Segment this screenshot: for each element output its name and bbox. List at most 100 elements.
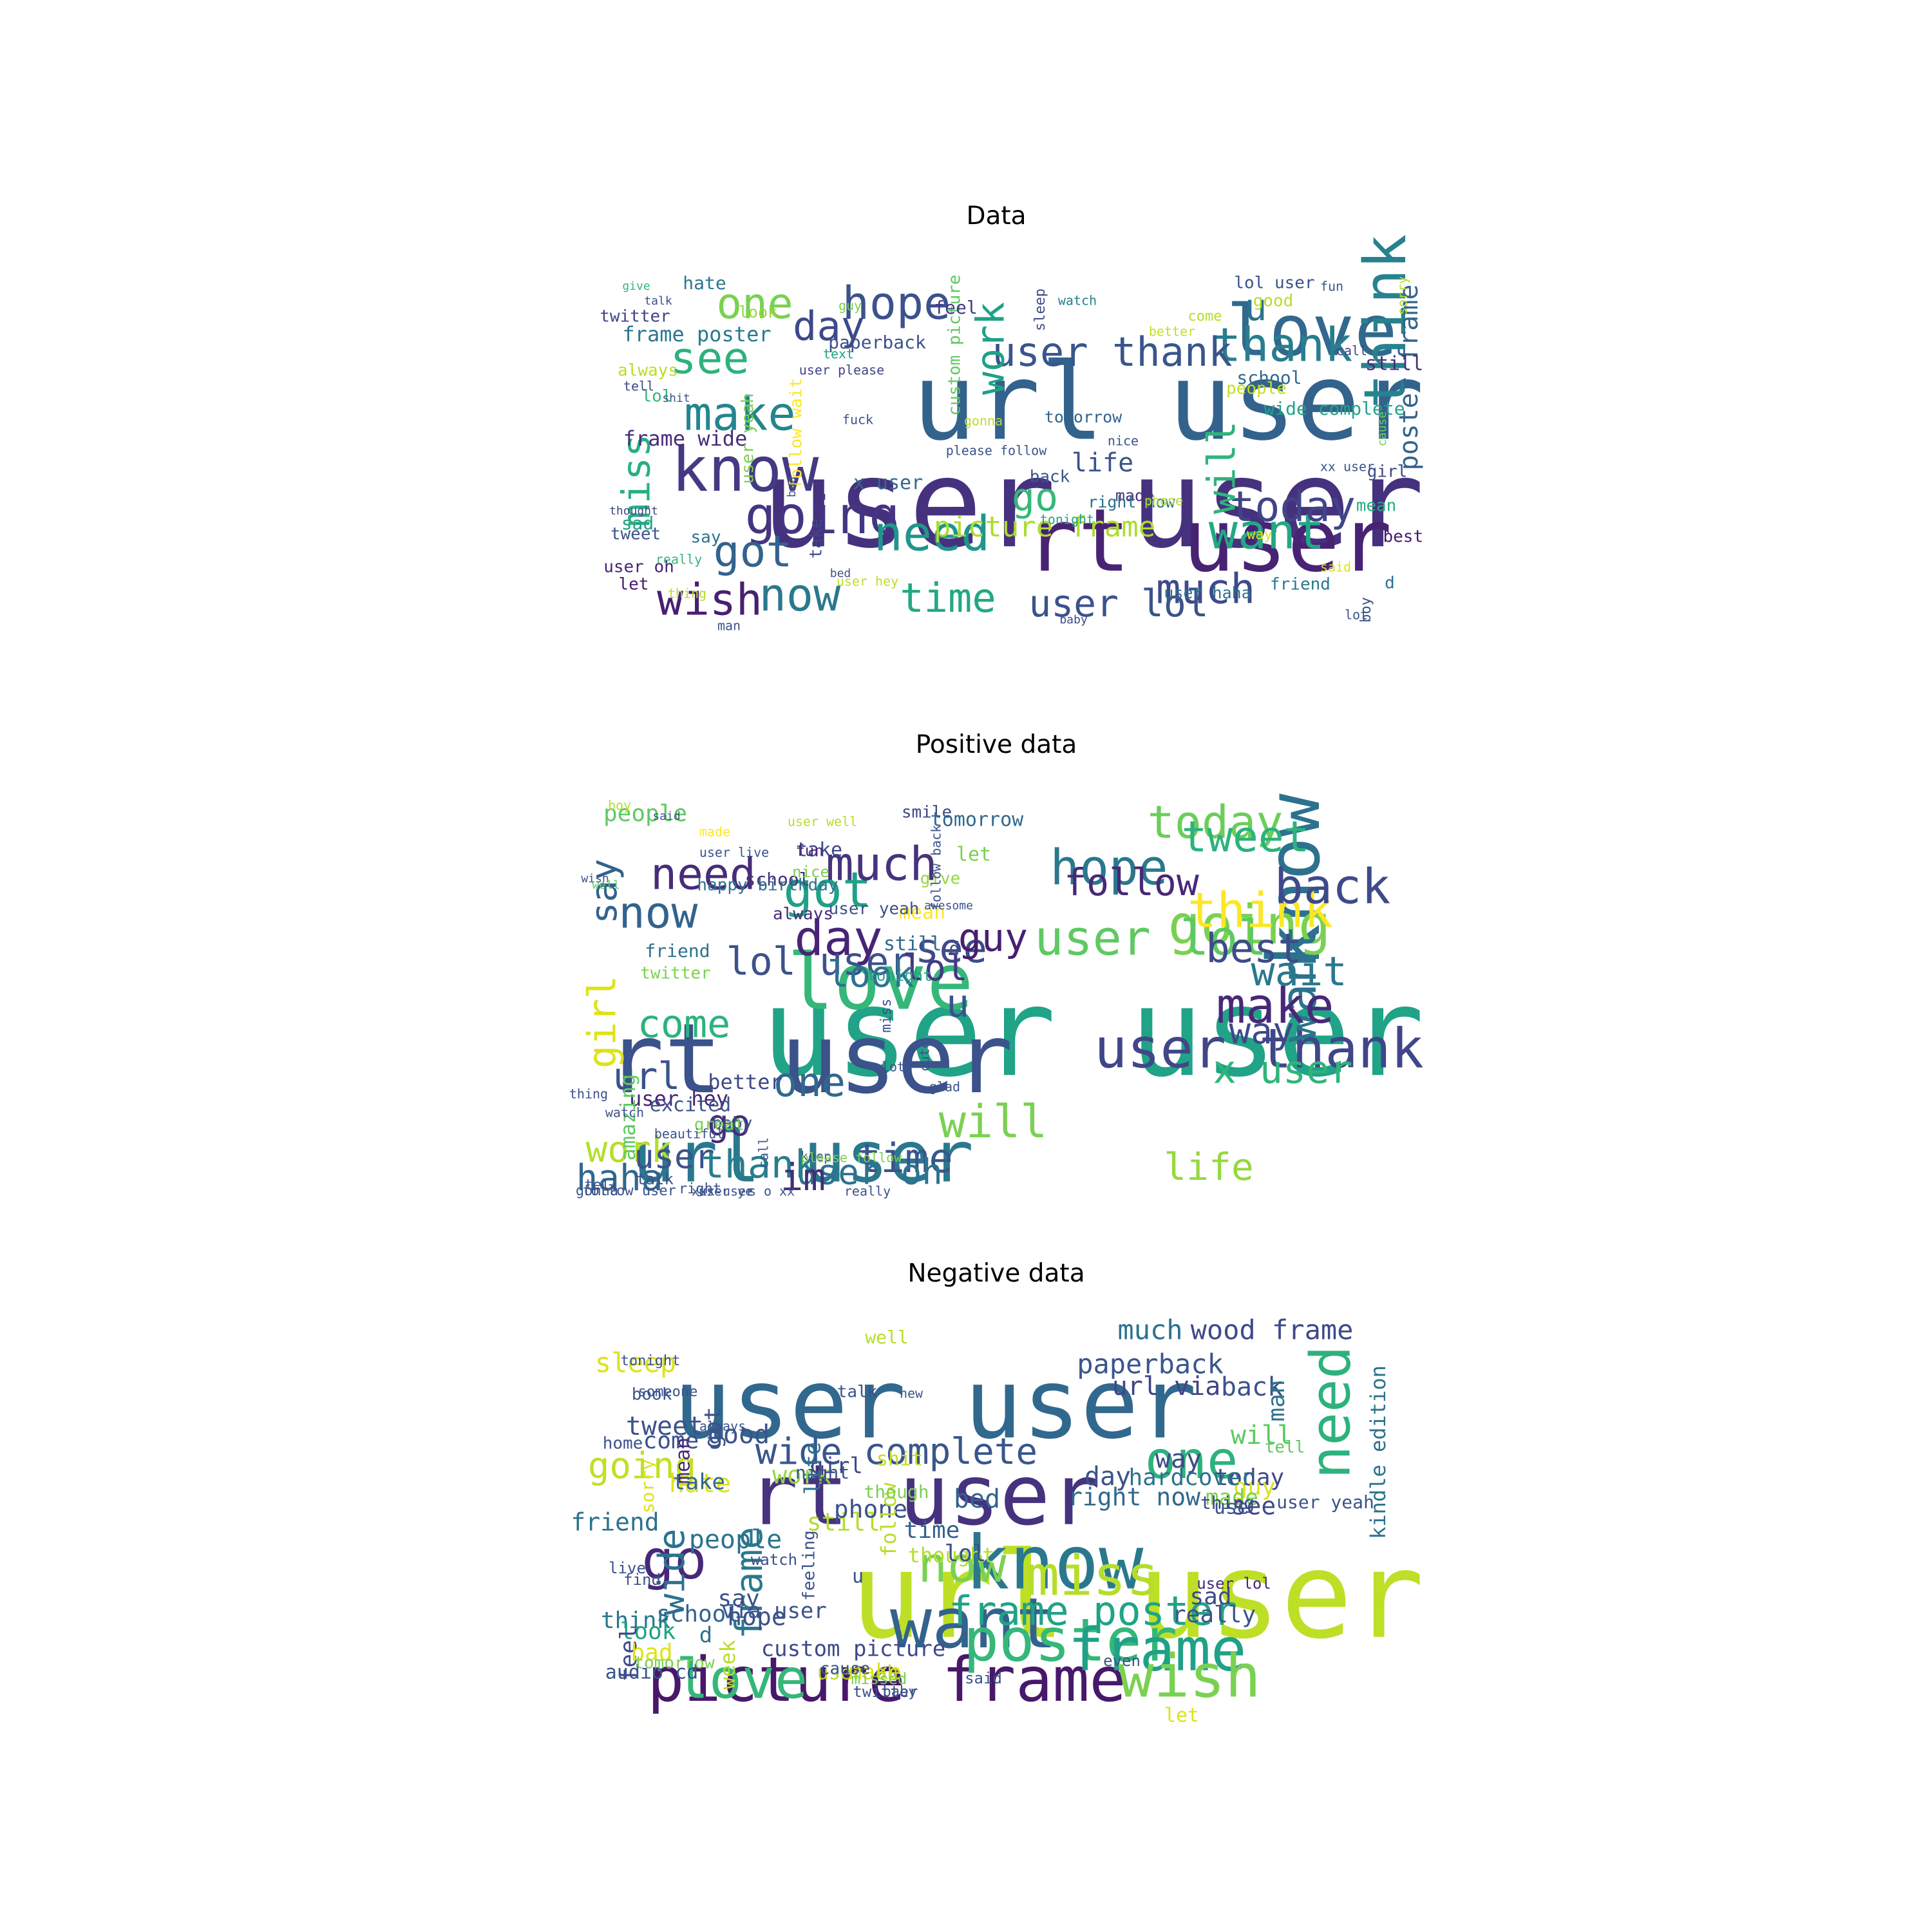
word-d: d xyxy=(1385,574,1395,593)
word-wide: wide xyxy=(651,1529,693,1616)
word-bed: bed xyxy=(954,1484,1000,1514)
word-mean: mean xyxy=(899,902,945,924)
word-rt-user: rt user xyxy=(1026,490,1392,591)
word-give: give xyxy=(622,279,650,293)
word-x-user: x user xyxy=(853,472,923,495)
word-user-yeah: user yeah xyxy=(739,393,758,484)
word-better: better xyxy=(708,1070,782,1094)
word-always: always xyxy=(618,361,678,381)
word-thought: thought xyxy=(609,504,658,518)
word-work: work xyxy=(969,302,1014,395)
word-well: well xyxy=(865,1327,908,1348)
word-home: home xyxy=(603,1434,643,1454)
word-mean: mean xyxy=(672,1437,695,1484)
word-best: best xyxy=(1206,925,1302,972)
word-make: make xyxy=(849,1660,902,1685)
word-sleep: sleep xyxy=(595,1347,676,1379)
word-tweet: tweet xyxy=(611,525,661,544)
word-use: use xyxy=(1214,1497,1249,1519)
word-follow-user: follow user xyxy=(582,1183,676,1199)
word-made: made xyxy=(699,824,730,840)
word-make: make xyxy=(684,387,795,441)
word-got: got xyxy=(714,527,793,578)
word-frame: frame xyxy=(727,1527,771,1640)
word-u: u xyxy=(946,981,969,1027)
word-keep: keep xyxy=(800,1149,831,1164)
word-said: said xyxy=(965,1669,1002,1687)
word-tonight: tonight xyxy=(621,1353,681,1369)
word-miss: miss xyxy=(878,999,895,1033)
word-fuck: fuck xyxy=(842,412,873,428)
word-look: look xyxy=(828,954,914,996)
word-need: need xyxy=(650,849,756,900)
word-life: life xyxy=(1164,1145,1254,1189)
word-go: go xyxy=(641,1528,706,1591)
word-love: love xyxy=(788,938,974,1028)
word-lot: lot xyxy=(882,1059,905,1075)
word-say: say xyxy=(691,528,721,547)
word-sleep: sleep xyxy=(1032,289,1048,331)
word-baby: baby xyxy=(712,1114,753,1133)
word-user-well: user well xyxy=(788,814,857,829)
word-awesome: awesome xyxy=(924,899,973,913)
word-know: know xyxy=(1253,793,1336,967)
word-take: take xyxy=(672,1470,725,1495)
word-xx: xx xyxy=(779,1184,795,1199)
word-tweet: tweet xyxy=(626,1412,703,1441)
word-life: life xyxy=(800,1442,826,1495)
word-girl: girl xyxy=(580,976,625,1069)
word-well: well xyxy=(592,878,620,892)
word-user-thank: user thank xyxy=(992,328,1232,375)
word-sorry: sorry xyxy=(1395,276,1410,315)
word-rt-user: rt user xyxy=(606,1003,1013,1115)
word-right-now: right now xyxy=(1068,1483,1200,1511)
word-now: now xyxy=(619,888,698,939)
word-text: text xyxy=(823,346,854,362)
word-s-o: s o xyxy=(748,1184,772,1199)
word-user-oh: user oh xyxy=(796,1152,943,1193)
word-follow-wait: follow wait xyxy=(787,378,806,489)
word-think: think xyxy=(1188,882,1333,939)
word-xxx-user: xxx user xyxy=(692,1184,753,1199)
word-today: today xyxy=(1229,483,1356,531)
word-go: go xyxy=(707,1103,750,1144)
word-great: great xyxy=(694,1115,744,1135)
word-book: book xyxy=(632,1385,672,1405)
word-paperback: paperback xyxy=(828,332,926,353)
word-go: go xyxy=(1012,475,1058,520)
word-good: good xyxy=(1253,292,1294,311)
word-back: back xyxy=(1221,1372,1283,1402)
word-gonna: gonna xyxy=(964,413,1003,429)
word-picture-frame: picture frame xyxy=(934,511,1155,544)
word-fun: fun xyxy=(795,842,823,860)
word-think: think xyxy=(1352,234,1419,409)
word-user-oh: user oh xyxy=(817,1662,898,1685)
word-twitter: twitter xyxy=(853,1683,918,1701)
word-please-follow: please follow xyxy=(946,443,1047,459)
word-today: today xyxy=(1215,1464,1284,1491)
word-wish: wish xyxy=(1118,1642,1261,1710)
word-watch: watch xyxy=(751,1551,797,1569)
word-need: need xyxy=(874,506,990,562)
word-custom-picture: custom picture xyxy=(761,1636,946,1662)
word-happy-birthday: happy birthday xyxy=(697,876,838,895)
word-url-via: url via xyxy=(1112,1372,1221,1401)
word-glad: glad xyxy=(929,1079,960,1095)
word-user-user: user user xyxy=(761,433,1425,575)
word-people: people xyxy=(603,800,687,827)
word-best: best xyxy=(1383,527,1423,547)
word-come: come xyxy=(643,1428,699,1454)
word-poster-frame: poster frame xyxy=(1394,285,1424,471)
word-time: time xyxy=(900,574,996,621)
word-know: know xyxy=(965,1520,1144,1607)
word-boy: boy xyxy=(1358,597,1374,623)
word-follow-back: follow back xyxy=(929,825,944,910)
word-baby: baby xyxy=(1059,613,1088,627)
word-one: one xyxy=(716,279,793,328)
word-live: live xyxy=(609,1559,646,1577)
word-girl: girl xyxy=(810,1454,863,1479)
word-people: people xyxy=(689,1525,782,1555)
word-haha: haha xyxy=(576,1157,663,1199)
